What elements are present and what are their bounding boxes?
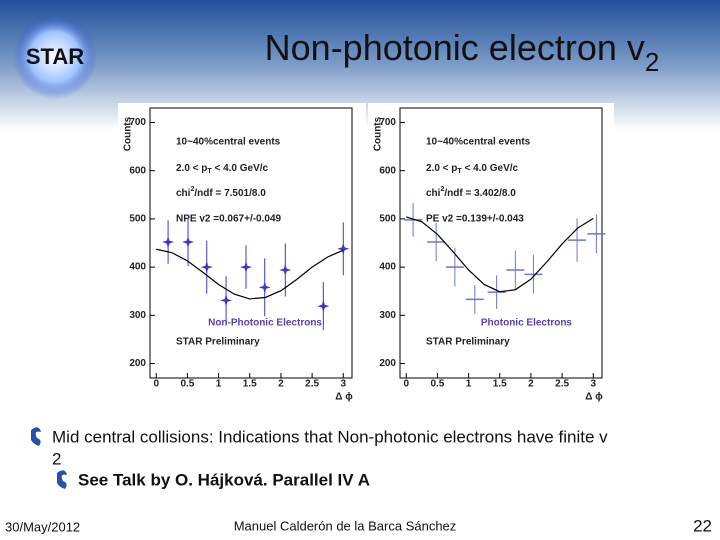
y-tick-label: 200 xyxy=(129,358,146,369)
annotation-part: 2.0 < p xyxy=(426,163,457,174)
bullet: Mid central collisions: Indications that… xyxy=(52,427,608,446)
title-text: Non-photonic electron v xyxy=(265,27,645,68)
plot-frame xyxy=(399,107,603,379)
logo-glow xyxy=(13,15,97,99)
data-point xyxy=(240,261,253,274)
y-tick-label: 400 xyxy=(379,262,396,273)
x-tick-label: 2.5 xyxy=(555,379,569,390)
x-tick-label: 0 xyxy=(403,379,409,390)
title-sub: 2 xyxy=(645,47,659,77)
annotation-part: 2 xyxy=(440,186,444,193)
annotation-part: chi xyxy=(426,188,441,199)
x-tick-label: 0.5 xyxy=(430,379,444,390)
annotation: PE v2 =0.139+/-0.043 xyxy=(426,214,524,225)
annotation-part: /ndf = 3.402/8.0 xyxy=(444,188,516,199)
series-label: Photonic Electrons xyxy=(481,318,573,329)
data-point xyxy=(258,281,271,294)
y-tick-label: 500 xyxy=(379,214,396,225)
data-point xyxy=(162,236,175,249)
x-tick-label: 2.5 xyxy=(305,379,319,390)
annotation-part: T xyxy=(457,168,462,175)
annotation-part: chi xyxy=(176,188,191,199)
data-point xyxy=(182,236,195,249)
x-tick-label: 2 xyxy=(278,379,284,390)
footer-author: Manuel Calderón de la Barca Sánchez xyxy=(234,518,457,533)
x-tick-label: 2 xyxy=(528,379,534,390)
annotation-part: /ndf = 7.501/8.0 xyxy=(194,188,266,199)
bullet-sub: 2 xyxy=(52,449,61,468)
data-point xyxy=(200,261,213,274)
y-axis-label: Counts xyxy=(123,116,134,151)
y-tick-label: 300 xyxy=(379,310,396,321)
x-tick-label: 1.5 xyxy=(243,379,257,390)
data-point xyxy=(337,242,350,255)
y-tick-label: 500 xyxy=(129,214,146,225)
y-tick-label: 600 xyxy=(379,165,396,176)
fit-curve xyxy=(156,248,344,300)
bullet-icon xyxy=(31,427,41,446)
annotation-part: < 4.0 GeV/c xyxy=(462,163,519,174)
series-label: Non-Photonic Electrons xyxy=(208,318,322,329)
footer-page: 22 xyxy=(693,516,712,535)
x-tick-label: 0.5 xyxy=(180,379,194,390)
x-tick-label: 1.5 xyxy=(493,379,507,390)
logo: STAR xyxy=(26,44,84,69)
annotation: STAR Preliminary xyxy=(426,337,510,348)
annotation: 10~40%central events xyxy=(426,137,531,148)
annotation: 2.0 < pT < 4.0 GeV/c xyxy=(426,163,519,175)
annotation-part: 2 xyxy=(190,186,194,193)
annotation: STAR Preliminary xyxy=(176,337,260,348)
x-tick-label: 1 xyxy=(216,379,222,390)
annotation: NPE v2 =0.067+/-0.049 xyxy=(176,214,282,225)
y-tick-label: 700 xyxy=(129,117,146,128)
annotation: chi2/ndf = 7.501/8.0 xyxy=(176,186,266,199)
x-axis-label: Δ ϕ xyxy=(585,392,603,403)
annotation-part: < 4.0 GeV/c xyxy=(212,163,269,174)
data-point xyxy=(220,294,233,307)
fit-curve xyxy=(406,216,594,293)
data-point xyxy=(279,264,292,276)
y-tick-label: 600 xyxy=(129,165,146,176)
annotation: 10~40%central events xyxy=(176,137,281,148)
annotation: 2.0 < pT < 4.0 GeV/c xyxy=(176,163,269,175)
x-axis-label: Δ ϕ xyxy=(335,392,353,403)
y-tick-label: 200 xyxy=(379,358,396,369)
y-tick-label: 300 xyxy=(129,310,146,321)
annotation-part: T xyxy=(207,168,212,175)
x-tick-label: 3 xyxy=(590,379,596,390)
x-tick-label: 1 xyxy=(466,379,472,390)
y-tick-label: 700 xyxy=(379,117,396,128)
title: Non-photonic electron v2 xyxy=(265,27,660,77)
data-point xyxy=(317,300,330,313)
annotation: chi2/ndf = 3.402/8.0 xyxy=(426,186,516,199)
footer-date: 30/May/2012 xyxy=(5,519,80,534)
plot-frame xyxy=(149,107,353,379)
y-axis-label: Counts xyxy=(373,116,384,151)
x-tick-label: 3 xyxy=(340,379,346,390)
bullet-icon xyxy=(57,470,67,489)
chart-panel xyxy=(368,103,614,401)
sub-bullet: See Talk by O. Hájková. Parallel IV A xyxy=(78,470,370,489)
annotation-part: 2.0 < p xyxy=(176,163,207,174)
x-tick-label: 0 xyxy=(153,379,159,390)
chart-panel xyxy=(118,103,366,401)
y-tick-label: 400 xyxy=(129,262,146,273)
